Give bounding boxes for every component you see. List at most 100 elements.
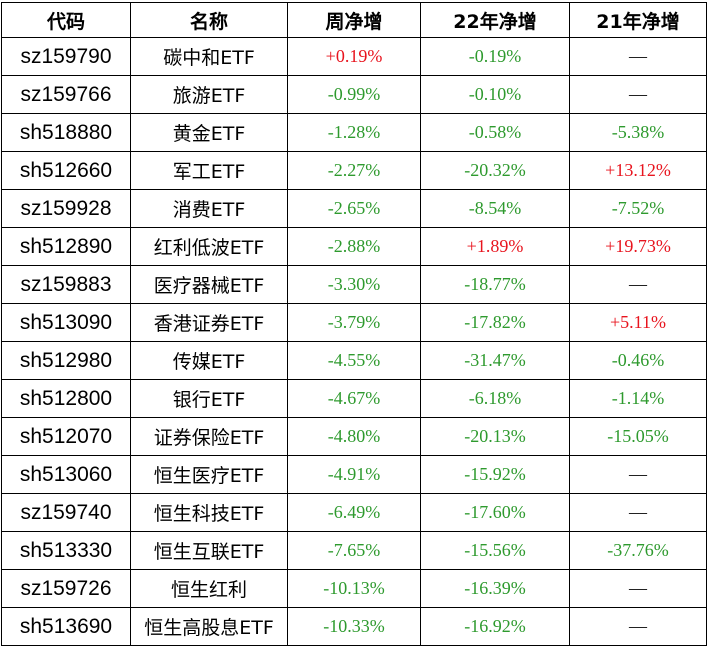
table-cell: -6.49% (287, 493, 421, 532)
table-row: sh512800 银行ETF -4.67% -6.18% -1.14% (1, 379, 707, 418)
table-cell: sh518880 (1, 113, 131, 152)
table-cell: sh513090 (1, 303, 131, 342)
table-cell: 军工ETF (130, 151, 288, 190)
table-cell: -4.80% (287, 417, 421, 456)
table-cell: 消费ETF (130, 189, 288, 228)
table-cell: -0.99% (287, 75, 421, 114)
table-cell: sz159928 (1, 189, 131, 228)
table-row: sz159766 旅游ETF -0.99% -0.10% — (1, 75, 707, 114)
table-cell: -17.82% (420, 303, 570, 342)
table-row: sz159928 消费ETF -2.65% -8.54% -7.52% (1, 189, 707, 228)
table-cell: — (569, 569, 707, 608)
table-cell: -1.28% (287, 113, 421, 152)
table-row: sh513330 恒生互联ETF -7.65% -15.56% -37.76% (1, 531, 707, 570)
table-cell: sh513690 (1, 607, 131, 646)
table-cell: -16.39% (420, 569, 570, 608)
table-cell: -20.32% (420, 151, 570, 190)
table-cell: sh512800 (1, 379, 131, 418)
table-cell: -31.47% (420, 341, 570, 380)
table-cell: sh512890 (1, 227, 131, 266)
header-cell: 22年净增 (420, 2, 570, 38)
table-row: sz159790 碳中和ETF +0.19% -0.19% — (1, 37, 707, 76)
table-row: sz159726 恒生红利 -10.13% -16.39% — (1, 569, 707, 608)
table-cell: -3.79% (287, 303, 421, 342)
table-cell: — (569, 455, 707, 494)
table-cell: 香港证券ETF (130, 303, 288, 342)
table-cell: sh513060 (1, 455, 131, 494)
table-row: sz159883 医疗器械ETF -3.30% -18.77% — (1, 265, 707, 304)
table-cell: sz159740 (1, 493, 131, 532)
table-cell: -4.67% (287, 379, 421, 418)
table-row: sh518880 黄金ETF -1.28% -0.58% -5.38% (1, 113, 707, 152)
table-cell: -16.92% (420, 607, 570, 646)
table-cell: -2.65% (287, 189, 421, 228)
header-cell: 周净增 (287, 2, 421, 38)
table-cell: -20.13% (420, 417, 570, 456)
table-cell: -0.46% (569, 341, 707, 380)
table-cell: -7.65% (287, 531, 421, 570)
table-cell: sz159883 (1, 265, 131, 304)
table-cell: — (569, 265, 707, 304)
table-cell: 旅游ETF (130, 75, 288, 114)
table-cell: -6.18% (420, 379, 570, 418)
table-cell: — (569, 493, 707, 532)
table-cell: -15.56% (420, 531, 570, 570)
table-row: sh512890 红利低波ETF -2.88% +1.89% +19.73% (1, 227, 707, 266)
header-cell: 代码 (1, 2, 131, 38)
table-cell: sz159766 (1, 75, 131, 114)
table-cell: -15.05% (569, 417, 707, 456)
table-cell: -0.19% (420, 37, 570, 76)
table-cell: -2.88% (287, 227, 421, 266)
table-cell: +5.11% (569, 303, 707, 342)
table-cell: -10.13% (287, 569, 421, 608)
table-row: sh512070 证券保险ETF -4.80% -20.13% -15.05% (1, 417, 707, 456)
table-cell: sh512070 (1, 417, 131, 456)
header-cell: 名称 (130, 2, 288, 38)
table-cell: -0.58% (420, 113, 570, 152)
table-cell: -37.76% (569, 531, 707, 570)
table-cell: -4.55% (287, 341, 421, 380)
table-cell: +13.12% (569, 151, 707, 190)
header-row: 代码 名称 周净增 22年净增 21年净增 (1, 2, 707, 38)
table-row: sh513060 恒生医疗ETF -4.91% -15.92% — (1, 455, 707, 494)
table-cell: 恒生互联ETF (130, 531, 288, 570)
table-cell: 碳中和ETF (130, 37, 288, 76)
header-cell: 21年净增 (569, 2, 707, 38)
table-cell: -3.30% (287, 265, 421, 304)
table-cell: +0.19% (287, 37, 421, 76)
table-cell: -2.27% (287, 151, 421, 190)
table-cell: 银行ETF (130, 379, 288, 418)
table-row: sz159740 恒生科技ETF -6.49% -17.60% — (1, 493, 707, 532)
table-cell: -7.52% (569, 189, 707, 228)
table-cell: sh512980 (1, 341, 131, 380)
table-cell: -15.92% (420, 455, 570, 494)
table-cell: sh513330 (1, 531, 131, 570)
table-cell: 证券保险ETF (130, 417, 288, 456)
table-cell: 黄金ETF (130, 113, 288, 152)
table-cell: — (569, 37, 707, 76)
table-row: sh512660 军工ETF -2.27% -20.32% +13.12% (1, 151, 707, 190)
table-cell: 恒生高股息ETF (130, 607, 288, 646)
table-cell: -10.33% (287, 607, 421, 646)
table-cell: sz159726 (1, 569, 131, 608)
table-cell: -0.10% (420, 75, 570, 114)
table-cell: -8.54% (420, 189, 570, 228)
table-cell: 恒生医疗ETF (130, 455, 288, 494)
table-cell: — (569, 75, 707, 114)
table-cell: +19.73% (569, 227, 707, 266)
table-cell: 恒生科技ETF (130, 493, 288, 532)
table-cell: -17.60% (420, 493, 570, 532)
table-cell: 恒生红利 (130, 569, 288, 608)
table-cell: 红利低波ETF (130, 227, 288, 266)
table-cell: -1.14% (569, 379, 707, 418)
table-cell: 医疗器械ETF (130, 265, 288, 304)
table-row: sh512980 传媒ETF -4.55% -31.47% -0.46% (1, 341, 707, 380)
table-cell: sh512660 (1, 151, 131, 190)
table-cell: — (569, 607, 707, 646)
table-cell: -4.91% (287, 455, 421, 494)
table-cell: 传媒ETF (130, 341, 288, 380)
table-cell: -5.38% (569, 113, 707, 152)
table-cell: +1.89% (420, 227, 570, 266)
table-row: sh513690 恒生高股息ETF -10.33% -16.92% — (1, 607, 707, 646)
